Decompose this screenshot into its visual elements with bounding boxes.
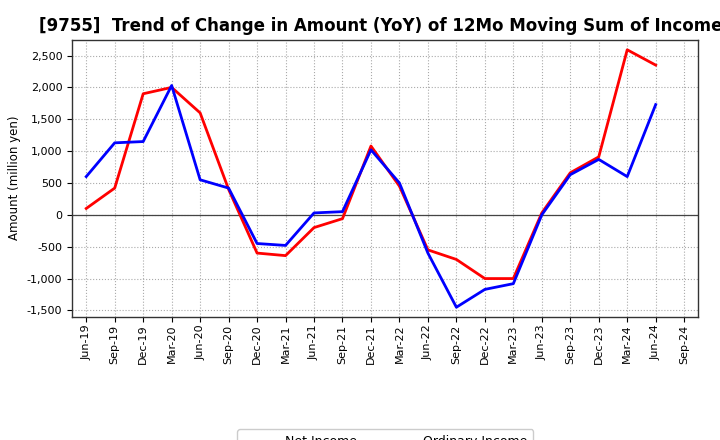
Ordinary Income <box>310 210 318 216</box>
Ordinary Income <box>423 250 432 256</box>
Ordinary Income <box>253 241 261 246</box>
Title: [9755]  Trend of Change in Amount (YoY) of 12Mo Moving Sum of Incomes: [9755] Trend of Change in Amount (YoY) o… <box>38 17 720 35</box>
Ordinary Income <box>110 140 119 146</box>
Net Income <box>196 110 204 116</box>
Net Income <box>225 187 233 192</box>
Net Income <box>595 154 603 159</box>
Ordinary Income <box>196 177 204 183</box>
Net Income <box>423 247 432 253</box>
Net Income <box>623 47 631 52</box>
Net Income <box>310 225 318 230</box>
Ordinary Income <box>366 147 375 153</box>
Net Income <box>509 276 518 281</box>
Ordinary Income <box>452 304 461 310</box>
Ordinary Income <box>225 185 233 191</box>
Line: Ordinary Income: Ordinary Income <box>86 85 656 307</box>
Net Income <box>167 85 176 90</box>
Net Income <box>652 62 660 68</box>
Ordinary Income <box>167 83 176 88</box>
Net Income <box>338 216 347 221</box>
Ordinary Income <box>566 172 575 177</box>
Ordinary Income <box>139 139 148 144</box>
Net Income <box>282 253 290 258</box>
Ordinary Income <box>82 174 91 179</box>
Ordinary Income <box>480 287 489 292</box>
Net Income <box>480 276 489 281</box>
Net Income <box>537 210 546 216</box>
Ordinary Income <box>509 281 518 286</box>
Net Income <box>566 170 575 176</box>
Ordinary Income <box>623 174 631 179</box>
Net Income <box>82 206 91 211</box>
Net Income <box>110 185 119 191</box>
Net Income <box>253 250 261 256</box>
Net Income <box>452 257 461 262</box>
Y-axis label: Amount (million yen): Amount (million yen) <box>8 116 21 240</box>
Ordinary Income <box>595 157 603 162</box>
Ordinary Income <box>652 102 660 107</box>
Net Income <box>366 143 375 149</box>
Net Income <box>139 91 148 96</box>
Line: Net Income: Net Income <box>86 50 656 279</box>
Legend: Net Income, Ordinary Income: Net Income, Ordinary Income <box>237 429 534 440</box>
Ordinary Income <box>537 212 546 217</box>
Net Income <box>395 183 404 189</box>
Ordinary Income <box>395 180 404 186</box>
Ordinary Income <box>338 209 347 214</box>
Ordinary Income <box>282 243 290 248</box>
